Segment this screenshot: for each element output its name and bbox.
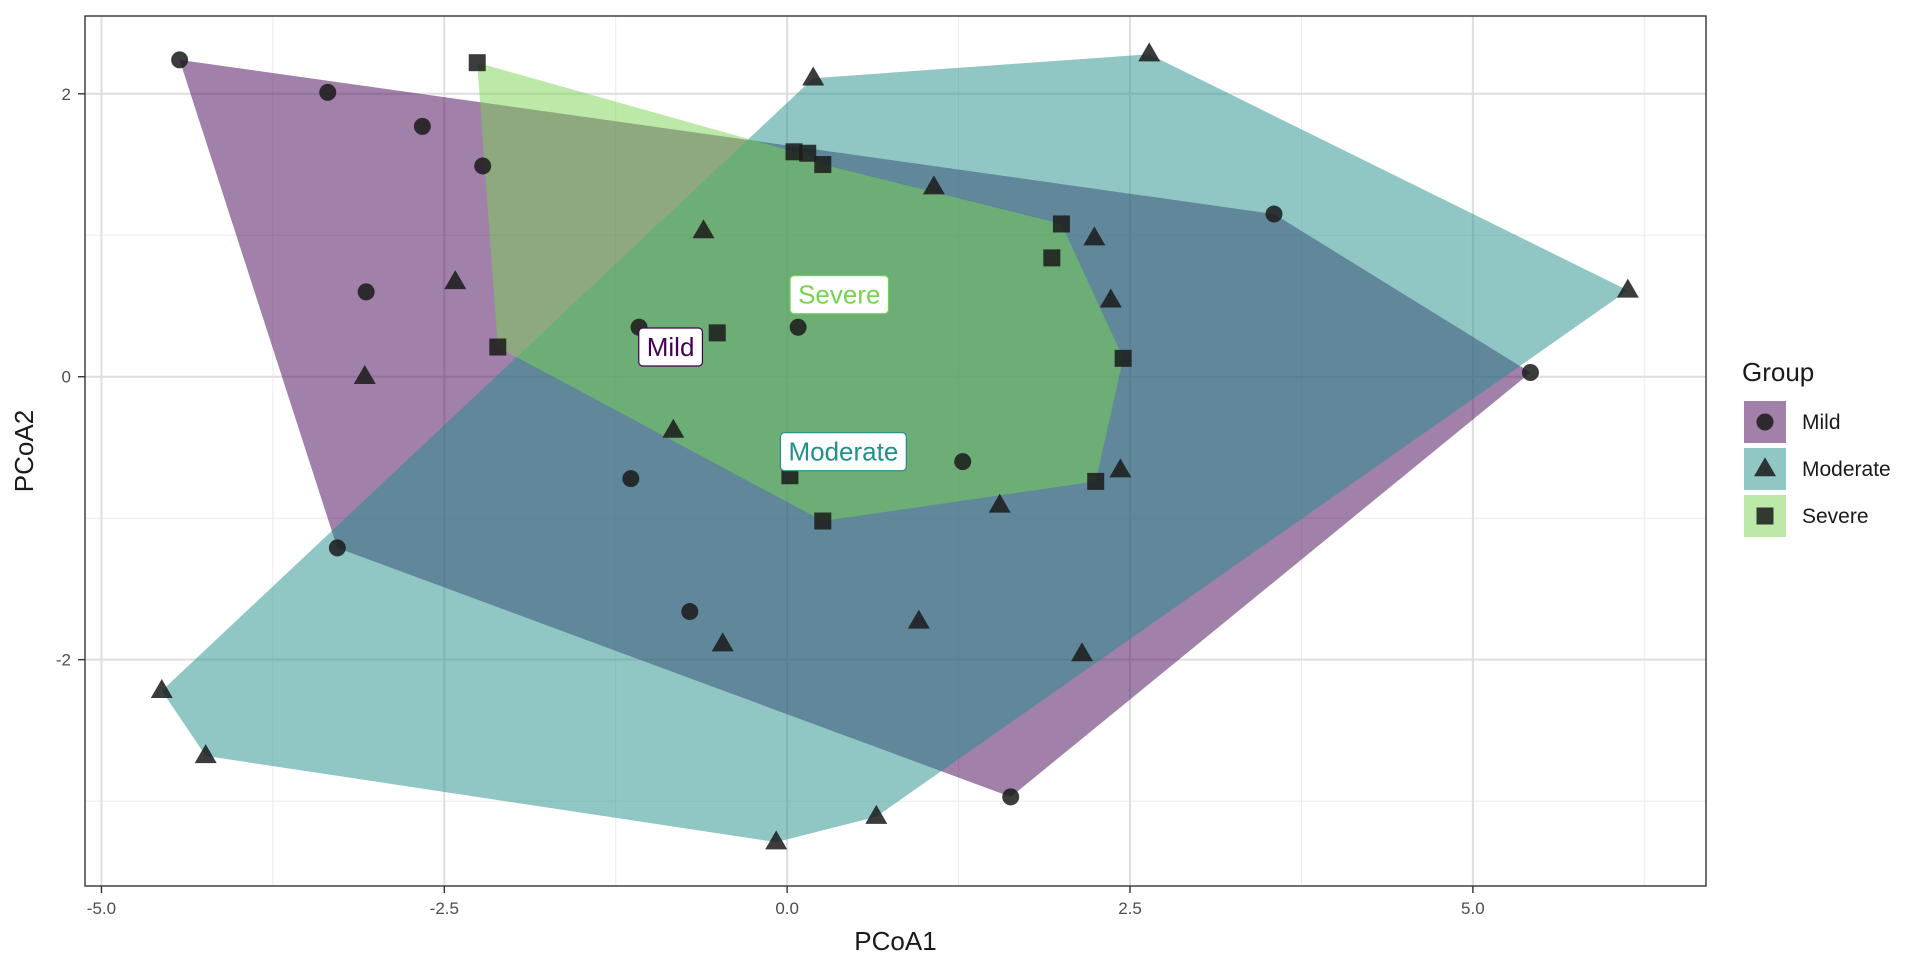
point-severe — [781, 467, 799, 485]
legend-label: Severe — [1802, 505, 1869, 528]
point-mild — [474, 157, 492, 175]
point-moderate — [353, 364, 376, 384]
point-mild — [1521, 363, 1539, 381]
group-label-box — [789, 275, 890, 315]
y-tick-label: 2 — [62, 85, 71, 104]
point-moderate — [150, 679, 173, 699]
point-moderate — [662, 418, 685, 438]
point-severe — [1052, 215, 1070, 233]
group-label-mild: Mild — [638, 327, 704, 367]
point-mild — [954, 453, 972, 471]
point-moderate — [1099, 288, 1122, 308]
point-severe — [1087, 472, 1105, 490]
point-mild — [681, 603, 699, 621]
point-mild — [357, 283, 375, 301]
point-severe — [468, 54, 486, 72]
x-tick-label: 5.0 — [1461, 899, 1485, 918]
point-severe — [814, 156, 832, 174]
group-label-text: Moderate — [788, 437, 898, 467]
x-tick-label: -5.0 — [87, 899, 116, 918]
legend-label: Moderate — [1802, 458, 1891, 481]
point-moderate — [1083, 226, 1106, 246]
point-severe — [708, 324, 726, 342]
point-severe — [1043, 249, 1061, 267]
legend-key-triangle-icon — [1754, 457, 1776, 477]
legend-item-mild: Mild — [1744, 401, 1841, 443]
group-label-moderate: Moderate — [779, 432, 907, 472]
x-tick-label: 2.5 — [1118, 899, 1142, 918]
point-moderate — [765, 830, 788, 850]
group-label-box — [779, 432, 907, 472]
point-severe — [1114, 349, 1132, 367]
point-mild — [1265, 205, 1283, 223]
plot-panel: Mild Moderate Severe — [84, 15, 1707, 887]
group-label-severe: Severe — [789, 275, 890, 315]
y-tick-label: 0 — [62, 368, 71, 387]
point-mild — [622, 470, 640, 488]
point-moderate — [194, 744, 217, 764]
group-label-text: Mild — [647, 332, 695, 362]
point-mild — [789, 318, 807, 336]
data-points — [150, 42, 1639, 850]
group-label-text: Severe — [798, 280, 880, 310]
point-moderate — [1138, 42, 1161, 62]
point-mild — [413, 117, 431, 135]
legend: Group Mild Moderate Severe — [1742, 357, 1891, 537]
x-axis-title: PCoA1 — [854, 926, 936, 956]
point-moderate — [988, 493, 1011, 513]
x-tick-label: -2.5 — [430, 899, 459, 918]
y-axis: -2 0 2 — [56, 85, 85, 670]
x-tick-label: 0.0 — [775, 899, 799, 918]
point-mild — [171, 51, 189, 69]
point-moderate — [692, 219, 715, 239]
legend-key-square-icon — [1756, 507, 1774, 525]
legend-item-moderate: Moderate — [1744, 448, 1891, 490]
legend-label: Mild — [1802, 411, 1841, 434]
point-severe — [785, 143, 803, 161]
group-label-box — [638, 327, 704, 367]
y-tick-label: -2 — [56, 651, 71, 670]
point-mild — [328, 539, 346, 557]
legend-items: Mild Moderate Severe — [1744, 401, 1891, 537]
point-severe — [799, 144, 817, 162]
point-severe — [814, 512, 832, 530]
point-mild — [319, 83, 337, 101]
y-axis-title: PCoA2 — [9, 410, 39, 492]
x-axis: -5.0 -2.5 0.0 2.5 5.0 — [87, 886, 1485, 918]
point-moderate — [711, 632, 734, 652]
point-moderate — [802, 66, 825, 86]
point-moderate — [1071, 642, 1094, 662]
point-moderate — [865, 804, 888, 824]
panel-border — [84, 15, 1707, 887]
legend-title: Group — [1742, 357, 1814, 387]
point-moderate — [922, 175, 945, 195]
point-moderate — [1109, 458, 1132, 478]
point-moderate — [444, 270, 467, 290]
legend-item-severe: Severe — [1744, 495, 1869, 537]
legend-key-circle-icon — [1756, 413, 1774, 431]
point-severe — [489, 338, 507, 356]
group-labels: Mild Moderate Severe — [638, 275, 907, 472]
point-mild — [1002, 788, 1020, 806]
point-moderate — [1616, 278, 1639, 298]
point-moderate — [907, 609, 930, 629]
